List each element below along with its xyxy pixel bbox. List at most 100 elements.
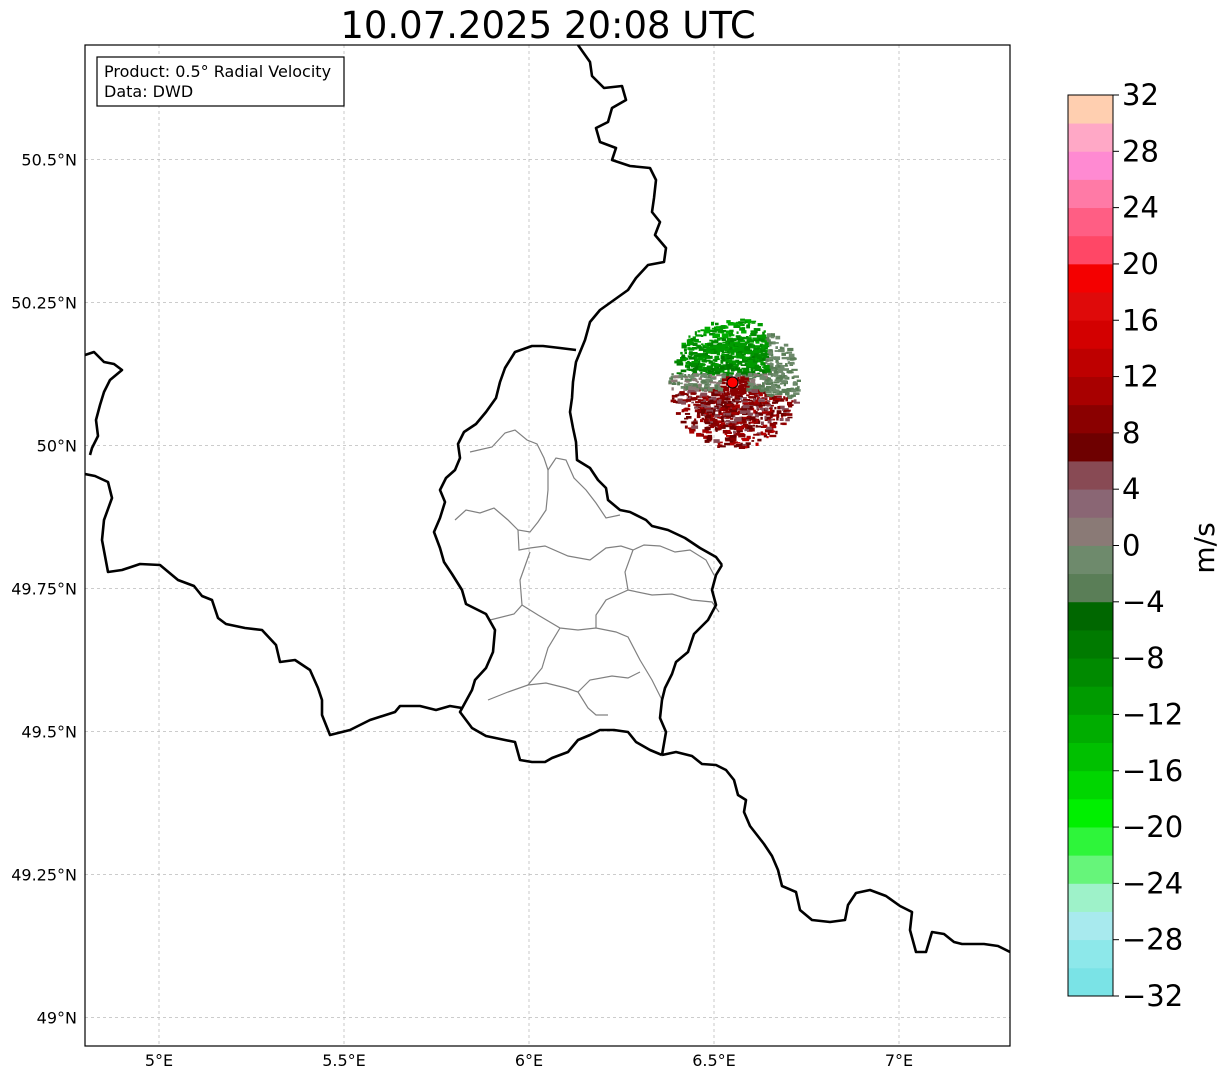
echo-pixel: [755, 404, 760, 407]
echo-pixel: [684, 380, 690, 383]
echo-pixel: [726, 435, 732, 437]
echo-pixel: [780, 398, 783, 402]
colorbar-tick-label: −20: [1122, 810, 1183, 844]
echo-pixel: [733, 430, 736, 434]
echo-pixel: [733, 362, 737, 364]
echo-pixel: [702, 352, 705, 357]
colorbar-tick-label: 4: [1122, 472, 1140, 506]
colorbar-tick-label: −28: [1122, 923, 1183, 957]
echo-pixel: [765, 416, 772, 420]
echo-pixel: [746, 435, 751, 440]
colorbar-segment: [1068, 461, 1113, 490]
echo-pixel: [713, 439, 720, 443]
echo-pixel: [731, 420, 737, 424]
echo-pixel: [714, 426, 720, 431]
echo-pixel: [700, 392, 708, 397]
echo-pixel: [717, 387, 724, 392]
echo-pixel: [735, 433, 740, 436]
echo-pixel: [771, 409, 775, 413]
echo-pixel: [769, 366, 773, 370]
echo-pixel: [687, 355, 692, 358]
echo-pixel: [755, 425, 762, 428]
echo-pixel: [706, 365, 712, 370]
echo-pixel: [743, 423, 749, 428]
echo-pixel: [758, 404, 765, 407]
echo-pixel: [760, 348, 766, 353]
echo-pixel: [744, 375, 749, 379]
echo-pixel: [724, 392, 728, 397]
echo-pixel: [745, 408, 749, 413]
echo-pixel: [753, 409, 757, 414]
echo-pixel: [773, 358, 780, 360]
echo-pixel: [746, 425, 753, 430]
echo-pixel: [705, 414, 712, 419]
echo-pixel: [711, 392, 718, 397]
echo-pixel: [719, 394, 727, 399]
echo-pixel: [793, 399, 797, 403]
echo-pixel: [771, 412, 774, 417]
echo-pixel: [746, 416, 752, 419]
latitude-tick-label: 50°N: [37, 436, 77, 455]
echo-pixel: [735, 402, 739, 405]
echo-pixel: [684, 351, 687, 354]
echo-pixel: [685, 384, 690, 388]
echo-pixel: [763, 391, 767, 395]
echo-pixel: [770, 404, 774, 407]
echo-pixel: [766, 436, 769, 439]
echo-pixel: [765, 390, 772, 394]
echo-pixel: [732, 387, 736, 391]
echo-pixel: [704, 326, 711, 331]
echo-pixel: [786, 356, 794, 361]
echo-pixel: [746, 324, 750, 329]
echo-pixel: [703, 355, 707, 358]
echo-pixel: [709, 339, 713, 342]
map-background: [85, 45, 1010, 1046]
echo-pixel: [725, 363, 732, 367]
echo-pixel: [707, 434, 713, 439]
echo-pixel: [726, 404, 733, 406]
echo-pixel: [746, 406, 753, 410]
echo-pixel: [717, 445, 720, 448]
echo-pixel: [786, 388, 794, 392]
echo-pixel: [706, 355, 713, 359]
echo-pixel: [760, 361, 764, 366]
echo-pixel: [719, 325, 726, 329]
echo-pixel: [719, 366, 725, 370]
echo-pixel: [774, 397, 781, 400]
echo-pixel: [732, 414, 736, 418]
echo-pixel: [694, 365, 699, 370]
echo-pixel: [754, 330, 758, 334]
echo-pixel: [742, 438, 750, 442]
echo-pixel: [710, 424, 715, 428]
echo-pixel: [711, 368, 719, 371]
echo-pixel: [785, 375, 788, 379]
echo-pixel: [693, 373, 699, 377]
echo-pixel: [788, 405, 793, 408]
echo-pixel: [775, 335, 781, 340]
echo-pixel: [755, 328, 761, 331]
colorbar-tick-label: 8: [1122, 416, 1140, 450]
echo-pixel: [703, 368, 707, 372]
echo-pixel: [684, 412, 691, 415]
echo-pixel: [761, 344, 768, 348]
echo-pixel: [735, 351, 743, 356]
echo-pixel: [704, 439, 710, 443]
echo-pixel: [755, 341, 760, 344]
echo-pixel: [698, 387, 701, 390]
echo-pixel: [681, 410, 685, 413]
echo-pixel: [705, 398, 709, 401]
echo-pixel: [713, 328, 720, 332]
echo-pixel: [793, 401, 800, 404]
echo-pixel: [737, 370, 742, 374]
echo-pixel: [736, 396, 740, 399]
echo-pixel: [727, 355, 733, 358]
colorbar: [1067, 94, 1114, 997]
echo-pixel: [759, 343, 763, 347]
echo-pixel: [746, 418, 752, 421]
echo-pixel: [781, 380, 788, 384]
echo-pixel: [785, 418, 790, 422]
echo-pixel: [681, 354, 686, 359]
echo-pixel: [748, 351, 754, 354]
echo-pixel: [720, 349, 724, 353]
echo-pixel: [689, 375, 695, 378]
